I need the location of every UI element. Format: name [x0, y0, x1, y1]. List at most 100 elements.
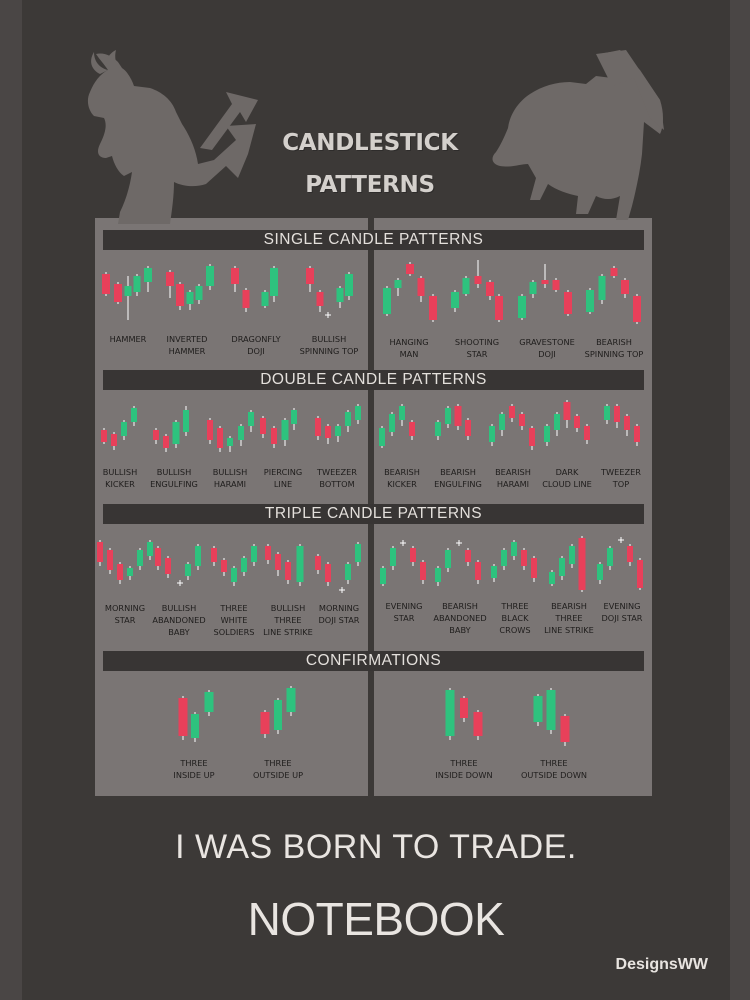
bullish-candle — [445, 550, 451, 568]
bullish-candle — [251, 546, 257, 562]
bullish-candle — [345, 274, 353, 296]
bearish-candle — [178, 698, 188, 736]
bullish-candle — [491, 566, 497, 578]
bearish-candle — [155, 548, 161, 566]
bearish-candle — [584, 426, 590, 440]
pattern-label-dragonfly-doji: DRAGONFLY DOJI — [231, 334, 281, 356]
bullish-candle — [270, 268, 278, 296]
bullish-candle — [597, 564, 603, 580]
bullish-candle — [445, 690, 455, 736]
bearish-candle — [473, 712, 483, 736]
pattern-label-bearish-engulfing: BEARISH ENGULFING — [434, 467, 482, 489]
bearish-candle — [217, 428, 223, 448]
bearish-candle — [163, 436, 169, 448]
bullish-candle — [529, 282, 537, 294]
down-arrow-icon — [596, 50, 664, 130]
bullish-candle — [185, 564, 191, 576]
bearish-candle — [531, 558, 537, 578]
bearish-candle — [315, 418, 321, 436]
bullish-candle — [399, 406, 405, 420]
bearish-candle — [637, 560, 643, 588]
bearish-candle — [97, 542, 103, 562]
pattern-label-three-black-crows: THREE BLACK CROWS — [499, 601, 531, 635]
pattern-label-shooting-star: SHOOTING STAR — [454, 337, 500, 359]
bullish-candle — [435, 422, 441, 436]
bearish-candle — [429, 296, 437, 320]
bearish-candle — [406, 264, 414, 274]
bullish-candle — [131, 408, 137, 422]
bearish-candle — [102, 274, 110, 294]
bullish-candle — [544, 426, 550, 442]
pattern-label-morning-doji-star: MORNING DOJI STAR — [318, 603, 360, 625]
bullish-candle — [261, 292, 269, 306]
cross-marks — [177, 312, 624, 593]
bullish-candle — [445, 408, 451, 424]
bullish-candle — [137, 550, 143, 566]
pattern-label-bearish-spinning-top: BEARISH SPINNING TOP — [584, 337, 644, 359]
bullish-candle — [383, 288, 391, 314]
title-line-2: PATTERNS — [305, 172, 435, 198]
bearish-candle — [176, 284, 184, 306]
pattern-label-bearish-kicker: BEARISH KICKER — [384, 467, 420, 489]
bearish-candle — [114, 284, 122, 302]
bearish-candle — [560, 716, 570, 742]
bearish-candle — [242, 290, 250, 308]
bearish-candle — [166, 272, 174, 286]
bullish-candle — [379, 428, 385, 446]
bullish-candle — [518, 296, 526, 318]
pattern-label-morning-star: MORNING STAR — [104, 603, 146, 625]
pattern-label-evening-doji-star: EVENING DOJI STAR — [601, 601, 643, 623]
bearish-candle — [552, 280, 560, 290]
bullish-candle — [335, 426, 341, 436]
notebook-title: NOTEBOOK — [247, 893, 505, 945]
pattern-label-gravestone-doji: GRAVESTONE DOJI — [519, 337, 575, 359]
section-confirmations: CONFIRMATIONS — [103, 651, 644, 671]
bearish-candle — [325, 426, 331, 438]
bullish-candle — [559, 558, 565, 576]
pattern-label-three-outside-down: THREE OUTSIDE DOWN — [520, 758, 588, 780]
pattern-label-inverted-hammer: INVERTED HAMMER — [166, 334, 208, 356]
bullish-candle — [549, 572, 555, 584]
bearish-candle — [316, 292, 324, 306]
slogan: I WAS BORN TO TRADE. — [175, 828, 577, 866]
bullish-candle — [607, 548, 613, 566]
bullish-candle — [127, 568, 133, 576]
bullish-candle — [394, 280, 402, 288]
bearish-candle — [621, 280, 629, 294]
bullish-candle — [241, 558, 247, 572]
bearish-candle — [231, 268, 239, 284]
pattern-label-hanging-man: HANGING MAN — [389, 337, 429, 359]
bearish-candle — [221, 560, 227, 572]
bearish-candle — [563, 402, 571, 420]
title-line-1: CANDLESTICK — [282, 130, 458, 156]
pattern-label-bullish-kicker: BULLISH KICKER — [102, 467, 138, 489]
bearish-candle — [117, 564, 123, 580]
bearish-candle — [610, 268, 618, 276]
bearish-candle — [410, 548, 416, 562]
bearish-candle — [564, 292, 572, 314]
pattern-label-three-white-soldiers: THREE WHITE SOLDIERS — [213, 603, 255, 637]
bullish-candle — [227, 438, 233, 446]
bearish-candle — [417, 278, 425, 296]
bullish-candle — [195, 546, 201, 566]
pattern-label-three-outside-up: THREE OUTSIDE UP — [252, 758, 304, 780]
bearish-candle — [509, 406, 515, 418]
bullish-candle — [345, 412, 351, 426]
bearish-candle — [260, 418, 266, 434]
bullish-candle — [186, 292, 194, 304]
bearish-candle — [460, 698, 468, 718]
bearish-candle — [107, 550, 113, 570]
pattern-label-hammer: HAMMER — [109, 334, 147, 344]
bearish-candle — [614, 406, 620, 422]
bullish-candle — [451, 292, 459, 308]
pattern-label-bullish-engulfing: BULLISH ENGULFING — [150, 467, 198, 489]
bullish-candle — [355, 544, 361, 562]
bearish-candle — [111, 434, 117, 446]
pattern-label-three-inside-up: THREE INSIDE UP — [173, 758, 215, 780]
section-triple: TRIPLE CANDLE PATTERNS — [103, 504, 644, 524]
bullish-candle — [248, 412, 254, 426]
bearish-candle — [454, 406, 462, 426]
pattern-label-bullish-harami: BULLISH HARAMI — [212, 467, 248, 489]
bullish-candle — [598, 276, 606, 300]
bullish-candle — [554, 414, 560, 430]
